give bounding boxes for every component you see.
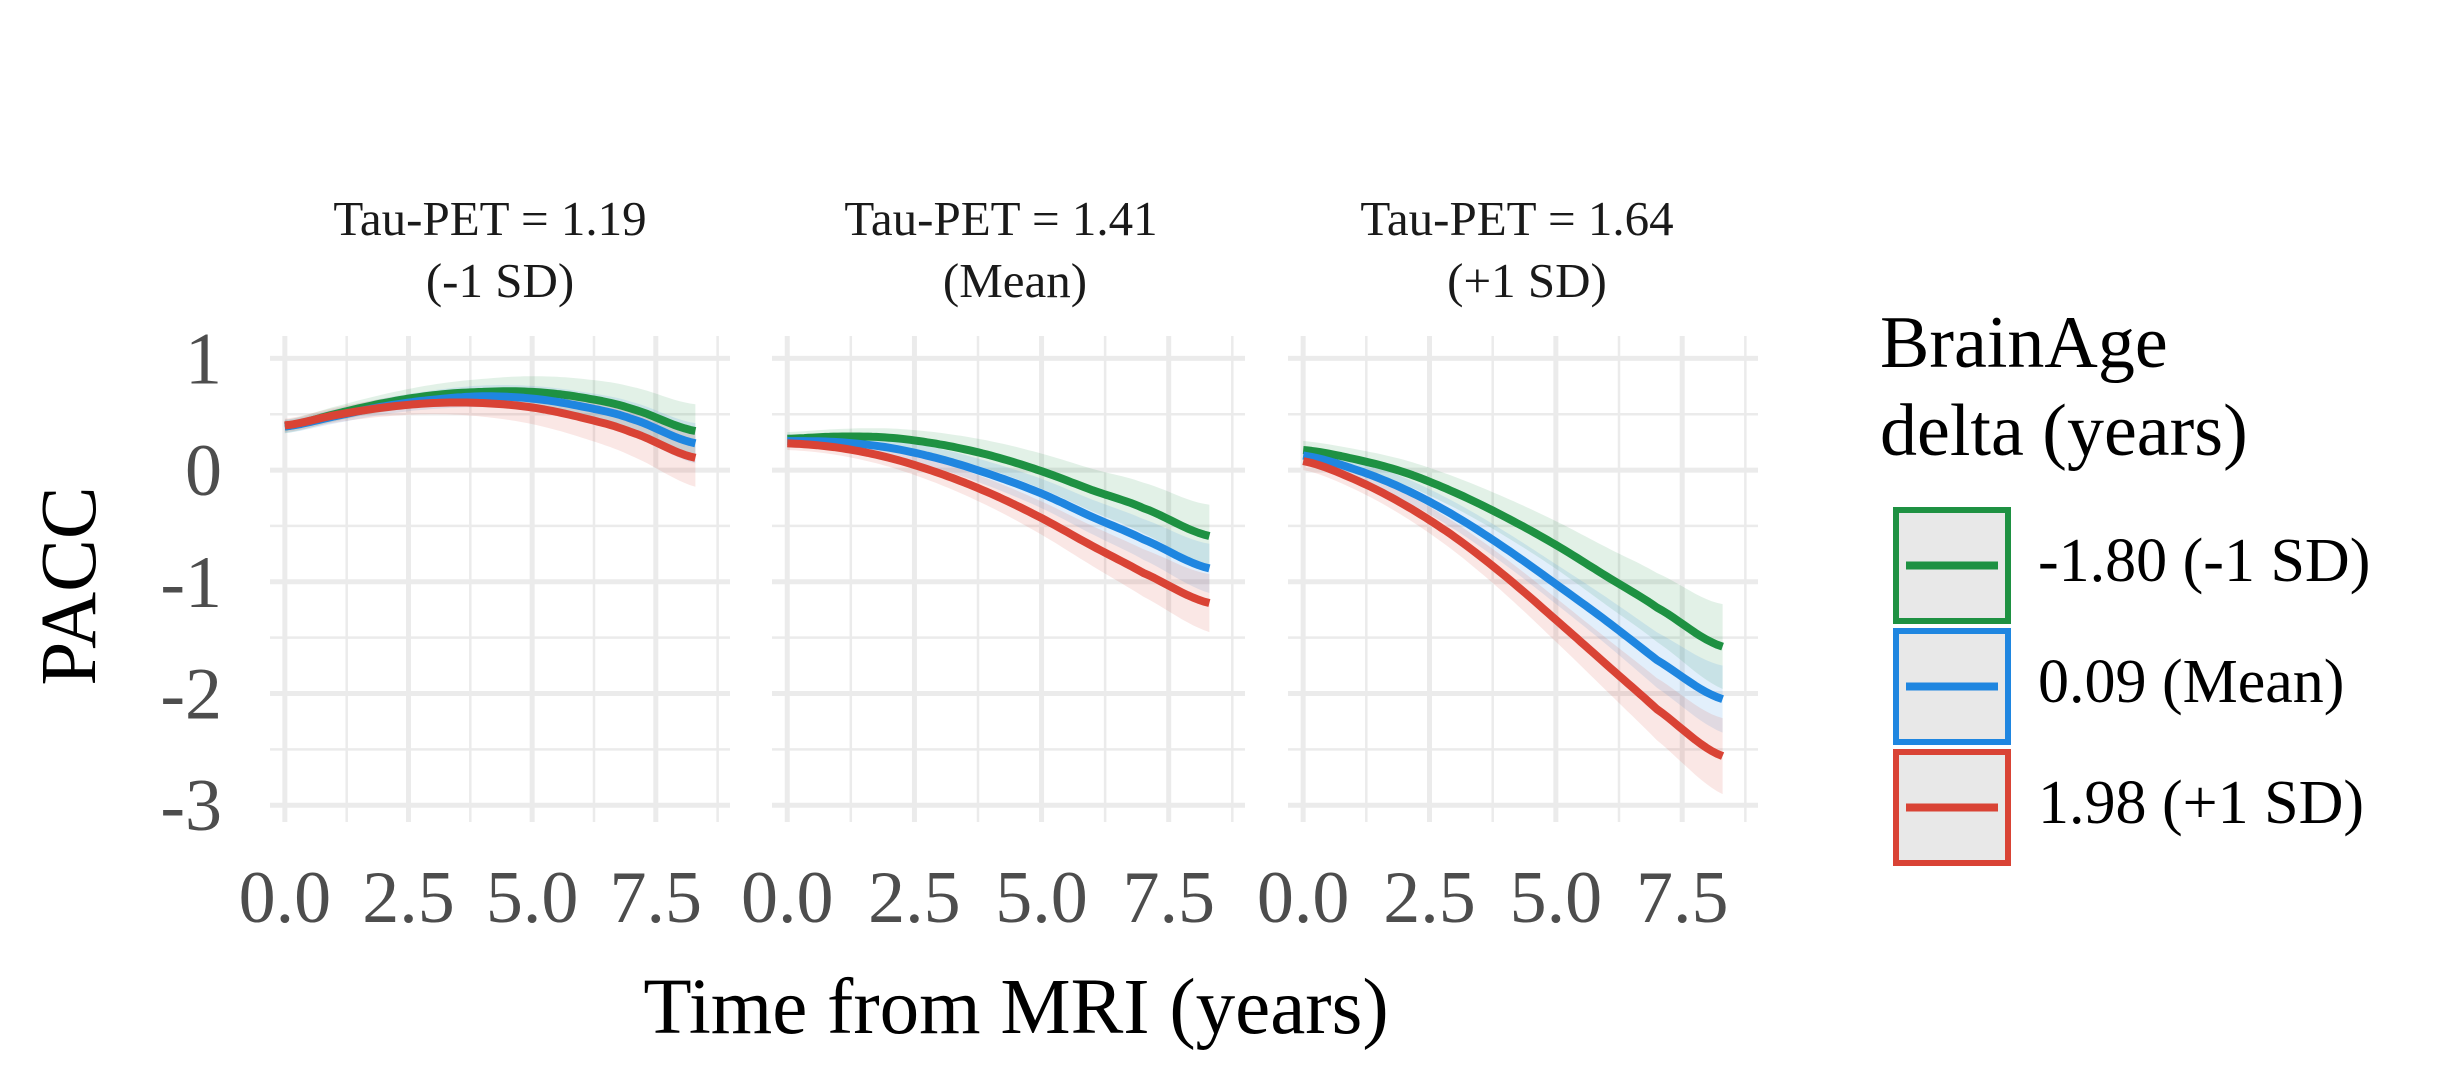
confidence-band (787, 434, 1210, 593)
panel-3: 0.0 2.5 5.0 7.5 (1257, 336, 1758, 939)
series-line (787, 439, 1211, 607)
series-line (787, 432, 1211, 540)
panel-grid (1288, 336, 1758, 822)
facet-titles: Tau-PET = 1.19 (-1 SD) Tau-PET = 1.41 (M… (333, 191, 1673, 308)
legend-title-line1: BrainAge (1880, 302, 2168, 384)
panel-1: 0.0 2.5 5.0 7.5 (239, 336, 730, 939)
legend-label: -1.80 (-1 SD) (2038, 527, 2370, 595)
series-lines (284, 387, 697, 462)
x-axis-ticks: 0.0 2.5 5.0 7.5 (741, 857, 1215, 939)
legend: BrainAge delta (years) -1.80 (-1 SD) 0.0… (1880, 302, 2370, 866)
x-axis-ticks: 0.0 2.5 5.0 7.5 (1257, 857, 1729, 939)
x-axis-ticks: 0.0 2.5 5.0 7.5 (239, 857, 702, 939)
panel-1-title-line2: (-1 SD) (426, 253, 574, 308)
y-axis-title: PACC (26, 486, 113, 685)
x-tick-label: 7.5 (610, 857, 703, 939)
y-axis-ticks: 1 0 -1 -2 -3 (160, 318, 222, 847)
x-tick-label: 0.0 (1257, 857, 1350, 939)
x-tick-label: 7.5 (1122, 857, 1215, 939)
y-tick-label: 1 (185, 318, 222, 400)
panel-3-title-line1: Tau-PET = 1.64 (1360, 191, 1673, 246)
x-tick-label: 5.0 (1510, 857, 1603, 939)
series-line (1302, 457, 1725, 760)
y-tick-label: -3 (160, 765, 222, 847)
series-line (787, 437, 1211, 573)
x-tick-label: 2.5 (1383, 857, 1476, 939)
x-axis-title: Time from MRI (years) (643, 964, 1388, 1051)
panel-2: 0.0 2.5 5.0 7.5 (741, 336, 1245, 939)
series-line (284, 398, 697, 462)
y-tick-label: -1 (160, 542, 222, 624)
y-tick-label: 0 (185, 430, 222, 512)
panel-grid (772, 336, 1245, 822)
legend-label: 0.09 (Mean) (2038, 648, 2344, 716)
panel-3-title-line2: (+1 SD) (1447, 253, 1607, 308)
confidence-band (1303, 452, 1723, 795)
panel-2-title-line2: (Mean) (943, 253, 1087, 308)
x-tick-label: 7.5 (1636, 857, 1729, 939)
series-line (1302, 451, 1724, 703)
series-line (1302, 446, 1724, 651)
x-tick-label: 5.0 (995, 857, 1088, 939)
legend-title-line2: delta (years) (1880, 390, 2248, 472)
panel-2-title-line1: Tau-PET = 1.41 (844, 191, 1157, 246)
confidence-band (284, 389, 696, 487)
panel-1-title-line1: Tau-PET = 1.19 (333, 191, 646, 246)
x-tick-label: 5.0 (486, 857, 579, 939)
x-tick-label: 0.0 (239, 857, 332, 939)
x-tick-label: 2.5 (868, 857, 961, 939)
x-tick-label: 0.0 (741, 857, 834, 939)
legend-label: 1.98 (+1 SD) (2038, 769, 2364, 837)
plot-panels: 0.0 2.5 5.0 7.5 0.0 2.5 5.0 7.5 0.0 2.5 5.0 7.5 (239, 336, 1758, 939)
legend-keys (1893, 507, 2011, 866)
series-lines (787, 432, 1211, 607)
y-tick-label: -2 (160, 654, 222, 736)
series-lines (1302, 446, 1725, 760)
x-tick-label: 2.5 (362, 857, 455, 939)
